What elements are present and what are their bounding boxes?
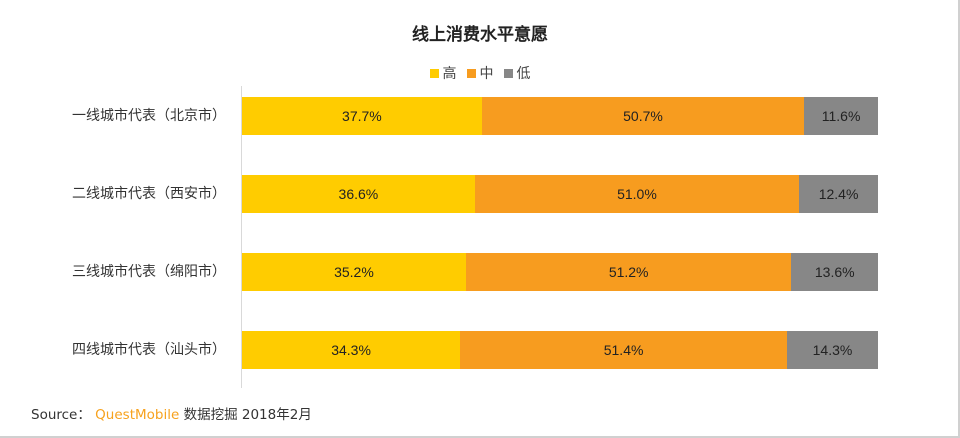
legend-item-low: 低 — [503, 63, 531, 83]
bar-segment-mid: 50.7% — [481, 97, 805, 135]
source-prefix: Source： — [31, 407, 91, 423]
stacked-bar: 35.2% 51.2% 13.6% — [242, 253, 878, 291]
category-label: 一线城市代表（北京市） — [72, 108, 226, 124]
legend-swatch-high — [429, 68, 439, 78]
stacked-bar: 37.7% 50.7% 11.6% — [242, 97, 878, 135]
bar-segment-mid: 51.2% — [465, 253, 792, 291]
bar-segment-mid: 51.4% — [460, 331, 788, 369]
legend-label-low: 低 — [516, 66, 531, 82]
category-label: 三线城市代表（绵阳市） — [72, 264, 226, 280]
bar-segment-low: 14.3% — [787, 331, 878, 369]
legend-item-mid: 中 — [466, 63, 494, 83]
bar-segment-low: 13.6% — [791, 253, 878, 291]
bar-segment-mid: 51.0% — [474, 175, 800, 213]
stacked-bar: 34.3% 51.4% 14.3% — [242, 331, 878, 369]
source-brand: QuestMobile — [95, 407, 180, 423]
category-label: 四线城市代表（汕头市） — [72, 342, 226, 358]
chart-title: 线上消费水平意愿 — [412, 25, 548, 45]
legend-swatch-mid — [466, 68, 476, 78]
stacked-bar: 36.6% 51.0% 12.4% — [242, 175, 878, 213]
category-axis-line — [241, 86, 242, 388]
bar-segment-low: 11.6% — [804, 97, 878, 135]
category-label: 二线城市代表（西安市） — [72, 186, 226, 202]
legend-label-high: 高 — [442, 66, 457, 82]
bar-segment-high: 34.3% — [242, 331, 461, 369]
bar-segment-low: 12.4% — [799, 175, 878, 213]
legend-label-mid: 中 — [479, 66, 494, 82]
legend-item-high: 高 — [429, 63, 457, 83]
source-note: Source： QuestMobile 数据挖掘 2018年2月 — [31, 403, 312, 423]
bar-segment-high: 36.6% — [242, 175, 475, 213]
bar-segment-high: 35.2% — [242, 253, 466, 291]
legend: 高 中 低 — [0, 63, 960, 83]
legend-swatch-low — [503, 68, 513, 78]
source-suffix: 数据挖掘 2018年2月 — [183, 407, 312, 423]
bar-segment-high: 37.7% — [242, 97, 482, 135]
